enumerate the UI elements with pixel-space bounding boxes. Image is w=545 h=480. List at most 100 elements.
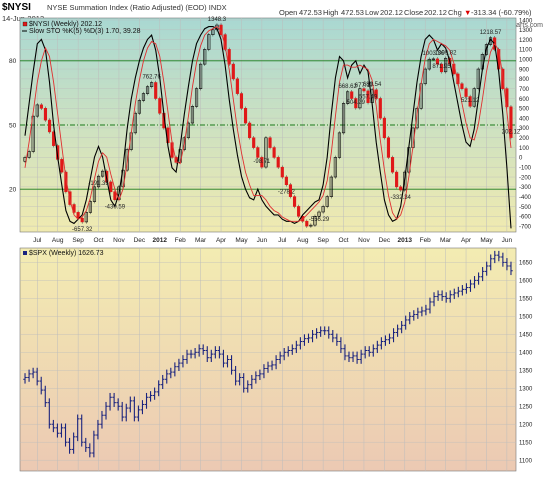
nysi-candle-up (203, 49, 207, 65)
spx-y-tick: 1500 (519, 315, 533, 321)
x-tick-label: Aug (297, 237, 309, 244)
spx-bar (152, 387, 157, 400)
spx-bar (480, 267, 485, 282)
sto-k-line (24, 26, 512, 229)
nysi-candle-down (76, 212, 80, 219)
spx-bar (128, 396, 133, 413)
nysi-candle-up (84, 212, 88, 223)
spx-bar (31, 367, 35, 379)
spx-bar (164, 369, 169, 384)
nysi-y-tick: 1200 (519, 38, 533, 44)
nysi-candle-up (101, 170, 105, 177)
nysi-value-label: 504.29 (347, 100, 366, 106)
nysi-candle-down (280, 166, 284, 178)
spx-bar (460, 285, 465, 296)
nysi-y-tick: 900 (519, 67, 530, 73)
spx-bar (55, 423, 60, 438)
sto-left-axis: 20 50 80 (9, 58, 17, 193)
x-tick-label: Jun (257, 237, 268, 244)
nysi-candle-up (325, 196, 329, 207)
spx-y-tick: 1450 (519, 333, 533, 339)
nysi-value-label: -556.29 (309, 217, 330, 223)
open-label: Open (279, 8, 297, 17)
nysi-candle-down (248, 122, 252, 139)
nysi-candle-down (80, 217, 84, 223)
spx-bar (359, 349, 363, 364)
nysi-candle-down (252, 137, 256, 148)
x-tick-label: May (235, 237, 248, 244)
spx-bar (160, 374, 165, 389)
nysi-candle-up (88, 201, 92, 213)
spx-bar (468, 279, 473, 292)
spx-bar (100, 410, 104, 429)
x-tick-label: Dec (379, 237, 391, 244)
x-tick-label: Jul (278, 237, 287, 244)
nysi-candle-down (154, 82, 158, 99)
nysi-y-tick: 300 (519, 126, 530, 132)
chg-arrow: ▼ (464, 8, 471, 17)
high-value: 472.53 (341, 8, 364, 17)
nysi-candle-down (366, 90, 370, 103)
nysi-candle-up (431, 58, 435, 61)
spx-bar (290, 344, 295, 355)
nysi-candle-up (346, 91, 350, 104)
spx-bar (282, 347, 286, 361)
spx-bar (395, 324, 400, 337)
spx-bar (71, 432, 76, 454)
spx-bar (302, 334, 307, 346)
spx-bar (310, 330, 315, 343)
spx-bar (169, 367, 173, 379)
x-tick-label: 2013 (398, 237, 413, 244)
spx-y-tick: 1150 (519, 441, 533, 447)
nysi-candle-down (109, 181, 113, 193)
x-tick-label: Jun (502, 237, 513, 244)
spx-bar (225, 355, 230, 368)
nysi-value-label: 871.95 (432, 64, 451, 70)
nysi-candle-up (133, 112, 137, 134)
nysi-candle-up (96, 175, 101, 188)
spx-bar (27, 369, 31, 382)
spx-bar (484, 261, 489, 276)
nysi-candle-down (158, 98, 162, 114)
spx-bar (39, 376, 44, 395)
nysi-candle-down (272, 147, 276, 158)
legend-swatch-spx (23, 251, 27, 255)
spx-bar (35, 367, 39, 386)
nysi-candle-up (150, 82, 154, 88)
nysi-candle-down (276, 157, 280, 168)
spx-bar (104, 401, 108, 420)
nysi-candle-up (145, 86, 150, 94)
nysi-y-tick: 1400 (519, 18, 533, 24)
nysi-candle-down (47, 119, 52, 133)
nysi-candle-up (337, 132, 342, 158)
spx-bar (347, 351, 351, 363)
x-tick-label: Apr (461, 237, 472, 244)
spx-y-tick: 1300 (519, 387, 533, 393)
nysi-candle-up (476, 68, 480, 89)
spx-bar (148, 391, 153, 402)
nysi-candle-up (484, 44, 489, 55)
spx-bar (428, 297, 432, 314)
spx-bar (120, 401, 125, 422)
nysi-candle-down (256, 147, 260, 158)
nysi-y-tick: 200 (519, 136, 530, 142)
nysi-value-label: -430.59 (105, 205, 126, 211)
sto-d-line (24, 26, 512, 222)
nysi-candle-up (137, 100, 141, 114)
spx-bar (47, 398, 52, 429)
nysi-candle-down (395, 171, 399, 188)
nysi-candle-up (194, 88, 199, 107)
spx-bar (501, 252, 505, 267)
nysi-candle-up (309, 224, 313, 227)
sto-y-tick: 20 (9, 187, 17, 194)
nysi-candle-up (329, 176, 333, 197)
spx-bar (51, 419, 56, 433)
spx-bar (509, 261, 513, 276)
spx-bar (375, 340, 380, 354)
legend-nysi: $NYSI (Weekly) 202.12 (29, 21, 102, 28)
close-label: Close (404, 8, 423, 17)
nysi-candle-up (141, 93, 146, 101)
nysi-candle-down (378, 98, 382, 119)
legend-spx: $SPX (Weekly) 1626.73 (29, 250, 104, 257)
